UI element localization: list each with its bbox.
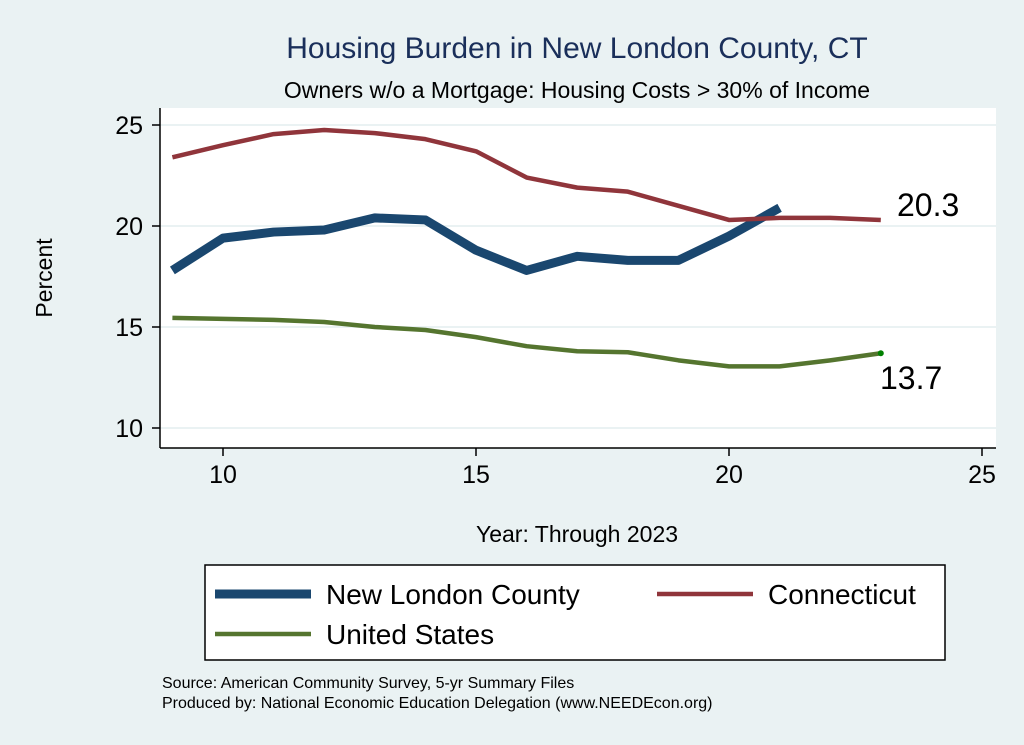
series-line-connecticut [171, 127, 881, 223]
x-tick-label: 25 [968, 461, 996, 489]
legend-label: New London County [326, 579, 580, 610]
series-line-new-london-county [169, 203, 782, 275]
y-axis-label: Percent [31, 238, 57, 318]
source-note: Source: American Community Survey, 5-yr … [162, 675, 574, 692]
x-tick-label: 10 [209, 461, 237, 489]
y-tick-label: 15 [115, 314, 143, 342]
series-line-united-states [172, 315, 882, 369]
chart-title: Housing Burden in New London County, CT [286, 32, 867, 65]
end-value-label: 13.7 [880, 360, 942, 396]
x-axis-label: Year: Through 2023 [476, 521, 678, 547]
end-value-label: 20.3 [897, 187, 959, 223]
legend-label: Connecticut [768, 579, 916, 610]
end-marker [877, 350, 884, 357]
plot-area [160, 108, 996, 448]
y-tick-label: 20 [115, 213, 143, 241]
producer-note: Produced by: National Economic Education… [162, 695, 713, 712]
y-tick-label: 25 [115, 112, 143, 140]
y-tick-label: 10 [115, 415, 143, 443]
chart-subtitle: Owners w/o a Mortgage: Housing Costs > 3… [284, 77, 870, 103]
legend-label: United States [326, 619, 494, 650]
legend [204, 564, 946, 661]
x-tick-label: 20 [715, 461, 743, 489]
x-tick-label: 15 [462, 461, 490, 489]
